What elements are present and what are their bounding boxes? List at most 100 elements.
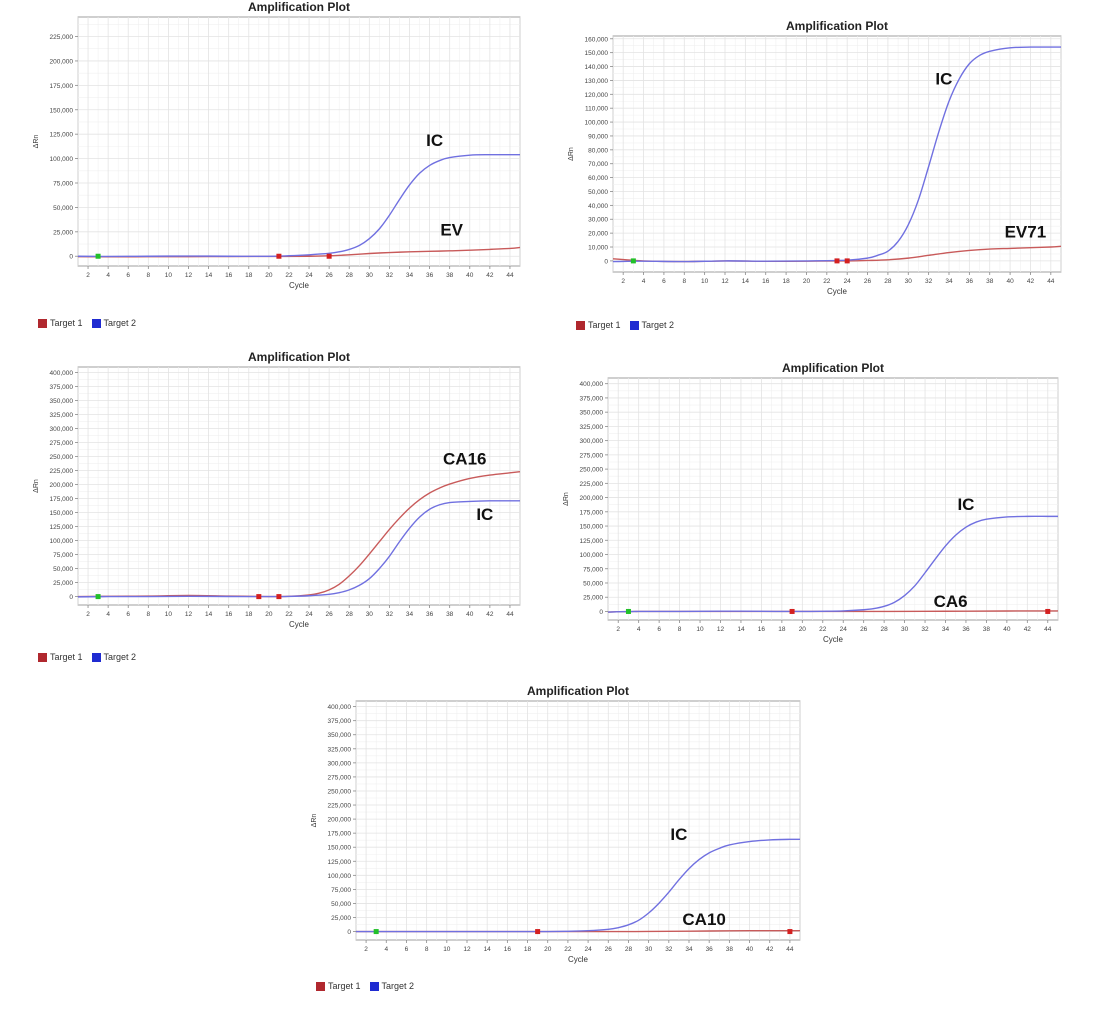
chart-3-xtick-label: 10 xyxy=(165,611,173,618)
legend-label-1: Target 1 xyxy=(50,318,83,328)
chart-4-ytick-label: 400,000 xyxy=(580,381,604,388)
chart-1-xtick-label: 18 xyxy=(245,272,253,279)
chart-2-xtick-label: 36 xyxy=(966,278,974,285)
chart-1-ytick-label: 100,000 xyxy=(50,156,74,163)
chart-4-svg: Amplification Plot 0 25,000 50,000 75,000 100… xyxy=(563,361,1059,644)
chart-5-xtick-label: 36 xyxy=(706,946,714,953)
chart-1-threshold-marker xyxy=(95,253,101,259)
chart-3-xtick-label: 4 xyxy=(106,611,110,618)
chart-5-xtick-label: 22 xyxy=(564,946,572,953)
legend-swatch-2 xyxy=(369,981,379,991)
chart-5-legend: Target 1 Target 2 xyxy=(316,981,420,991)
legend-label-2: Target 2 xyxy=(381,981,415,991)
chart-2-xtick-label: 22 xyxy=(823,278,831,285)
chart-5-ytick-label: 150,000 xyxy=(328,845,352,852)
chart-5-xtick-label: 20 xyxy=(544,946,552,953)
chart-2-svg: Amplification Plot 0 10,000 20,000 30,000 40,… xyxy=(568,19,1062,296)
chart-3-xtick-label: 28 xyxy=(346,611,354,618)
chart-2-series-target-2-line xyxy=(612,46,1061,263)
chart-2-ytick-label: 90,000 xyxy=(588,133,608,140)
chart-2-xtick-label: 2 xyxy=(621,278,625,285)
chart-3-ytick-label: 225,000 xyxy=(50,468,74,475)
chart-3-series-target-2-line xyxy=(77,500,520,598)
chart-4-ytick-label: 325,000 xyxy=(580,424,604,431)
chart-1-ytick-label: 150,000 xyxy=(50,107,74,114)
chart-1-xtick-label: 14 xyxy=(205,272,213,279)
legend-label-1: Target 1 xyxy=(328,981,361,991)
chart-5-title: Amplification Plot xyxy=(527,684,629,698)
chart-4-ytick-label: 150,000 xyxy=(580,524,604,531)
chart-2-title: Amplification Plot xyxy=(786,19,888,33)
chart-3-threshold-marker xyxy=(276,594,282,600)
chart-4-xtick-label: 42 xyxy=(1024,626,1032,633)
chart-5-ytick-label: 225,000 xyxy=(328,803,352,810)
chart-3-legend: Target 1 Target 2 xyxy=(38,652,142,662)
legend-swatch-2 xyxy=(91,652,101,662)
chart-2-xtick-label: 38 xyxy=(986,278,994,285)
chart-4-ytick-label: 25,000 xyxy=(583,595,603,602)
chart-4-xtick-label: 8 xyxy=(678,626,682,633)
chart-4-annotation: CA6 xyxy=(934,592,968,611)
chart-5-threshold-marker xyxy=(535,929,541,935)
chart-4-xtick-label: 34 xyxy=(942,626,950,633)
legend-swatch-1 xyxy=(316,981,325,991)
chart-4-ytick-label: 75,000 xyxy=(583,566,603,573)
chart-1-ylabel: ΔRn xyxy=(33,135,40,149)
chart-4-ytick-label: 225,000 xyxy=(580,481,604,488)
chart-5-threshold-marker xyxy=(787,929,793,935)
chart-4-title: Amplification Plot xyxy=(782,361,884,375)
chart-3-annotation: CA16 xyxy=(443,449,486,468)
chart-5-ytick-label: 250,000 xyxy=(328,788,352,795)
chart-4-threshold-marker xyxy=(1045,608,1051,614)
chart-2-xtick-label: 24 xyxy=(844,278,852,285)
chart-2-xtick-label: 10 xyxy=(701,278,709,285)
chart-4-xtick-label: 16 xyxy=(758,626,766,633)
chart-5-ytick-label: 325,000 xyxy=(328,746,352,753)
chart-5-xtick-label: 6 xyxy=(405,946,409,953)
chart-3-ytick-label: 75,000 xyxy=(53,552,73,559)
chart-4-ytick-label: 250,000 xyxy=(580,467,604,474)
chart-1-xtick-label: 30 xyxy=(366,272,374,279)
chart-5-annotation: IC xyxy=(670,825,687,844)
chart-1-xtick-label: 22 xyxy=(285,272,293,279)
chart-3-ytick-label: 175,000 xyxy=(50,496,74,503)
chart-3-title: Amplification Plot xyxy=(248,350,350,364)
chart-3-ytick-label: 200,000 xyxy=(50,482,74,489)
chart-5-xtick-label: 32 xyxy=(665,946,673,953)
chart-5-xtick-label: 44 xyxy=(786,946,794,953)
chart-2-ytick-label: 150,000 xyxy=(585,50,609,57)
chart-2-xtick-label: 20 xyxy=(803,278,811,285)
legend-label-2: Target 2 xyxy=(103,318,137,328)
chart-2-xtick-label: 26 xyxy=(864,278,872,285)
chart-2-xtick-label: 12 xyxy=(721,278,729,285)
chart-1-legend: Target 1 Target 2 xyxy=(38,318,142,328)
chart-3-ytick-label: 275,000 xyxy=(50,440,74,447)
chart-4-ytick-label: 300,000 xyxy=(580,438,604,445)
chart-1-annotation: EV xyxy=(440,221,463,240)
chart-panel-3: Amplification Plot 0 25,000 50,000 75,000 100… xyxy=(0,340,553,670)
chart-2-xlabel: Cycle xyxy=(827,287,848,296)
chart-4-xtick-label: 4 xyxy=(637,626,641,633)
chart-1-ytick-label: 50,000 xyxy=(53,205,73,212)
chart-2-ytick-label: 20,000 xyxy=(588,231,608,238)
chart-3-ytick-label: 250,000 xyxy=(50,454,74,461)
legend-swatch-1 xyxy=(576,320,585,330)
chart-1-xtick-label: 44 xyxy=(506,272,514,279)
chart-3-xtick-label: 24 xyxy=(305,611,313,618)
chart-4-xtick-label: 24 xyxy=(840,626,848,633)
chart-1-xtick-label: 38 xyxy=(446,272,454,279)
chart-3-xtick-label: 20 xyxy=(265,611,273,618)
chart-4-xtick-label: 20 xyxy=(799,626,807,633)
chart-3-ytick-label: 400,000 xyxy=(50,370,74,377)
chart-4-ytick-label: 175,000 xyxy=(580,509,604,516)
chart-panel-2: Amplification Plot 0 10,000 20,000 30,000 40,… xyxy=(553,0,1106,340)
chart-5-xtick-label: 34 xyxy=(685,946,693,953)
chart-5-xtick-label: 10 xyxy=(443,946,451,953)
chart-panel-5: Amplification Plot 0 25,000 50,000 75,000 100… xyxy=(276,674,829,1014)
chart-3-xtick-label: 32 xyxy=(386,611,394,618)
chart-4-ytick-label: 50,000 xyxy=(583,580,603,587)
chart-2-ytick-label: 0 xyxy=(604,258,608,265)
chart-1-xtick-label: 26 xyxy=(326,272,334,279)
chart-5-ytick-label: 350,000 xyxy=(328,732,352,739)
chart-4-xtick-label: 18 xyxy=(778,626,786,633)
